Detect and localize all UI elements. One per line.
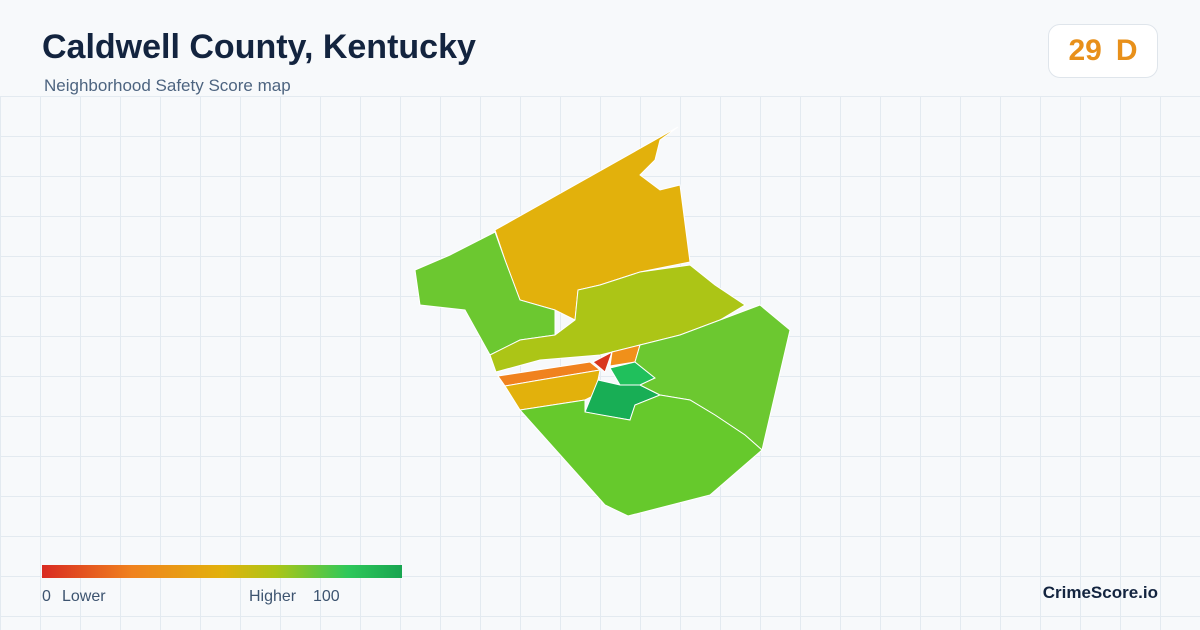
score-badge: 29 D (1048, 24, 1158, 78)
score-value: 29 (1068, 34, 1102, 67)
legend-min-label: Lower (62, 588, 106, 605)
legend-gradient (42, 565, 402, 578)
legend-max-label: Higher (249, 588, 297, 605)
legend-max: 100 (313, 588, 340, 605)
region (489, 264, 746, 373)
score-grade: D (1115, 34, 1138, 67)
region (519, 394, 763, 517)
region (592, 350, 613, 373)
legend-min: 0 (42, 588, 51, 605)
region (414, 231, 556, 356)
subtitle: Neighborhood Safety Score map (44, 76, 291, 95)
title: Caldwell County, Kentucky (42, 28, 476, 66)
brand: CrimeScore.io (1042, 583, 1158, 602)
